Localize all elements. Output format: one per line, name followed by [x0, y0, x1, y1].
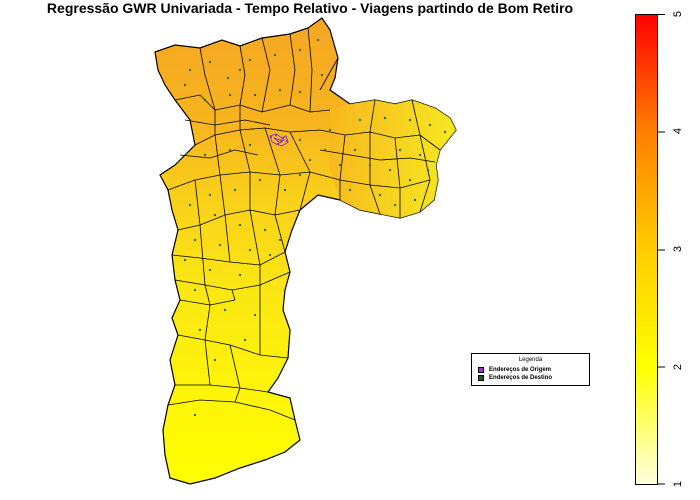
district-boundaries — [167, 27, 441, 421]
legend-item-origin: Endereços de Origem — [478, 367, 551, 373]
map-title: Regressão GWR Univariada - Tempo Relativ… — [46, 0, 574, 16]
legend-destination-label: Endereços de Destino — [489, 375, 553, 381]
colorbar-gradient — [635, 14, 658, 485]
destination-swatch-icon — [478, 375, 484, 381]
destination-dots — [183, 38, 447, 417]
city-outline — [154, 17, 457, 485]
legend: Legenda Endereços de Origem Endereços de… — [471, 353, 590, 386]
sao-paulo-district-map — [154, 17, 457, 485]
origin-dots — [269, 133, 289, 146]
colorbar-tick-5: 5 — [672, 10, 684, 18]
origin-swatch-icon — [478, 367, 484, 373]
colorbar-tick-4: 4 — [672, 127, 684, 135]
colorbar-ticks — [658, 14, 665, 485]
origin-cluster — [269, 133, 289, 147]
colorbar-tick-3: 3 — [672, 245, 684, 253]
legend-title: Legenda — [518, 357, 543, 363]
legend-origin-label: Endereços de Origem — [489, 367, 552, 373]
colorbar-tick-1: 1 — [672, 480, 684, 488]
colorbar — [635, 14, 665, 485]
legend-item-destination: Endereços de Destino — [478, 375, 552, 381]
colorbar-tick-2: 2 — [672, 363, 684, 371]
